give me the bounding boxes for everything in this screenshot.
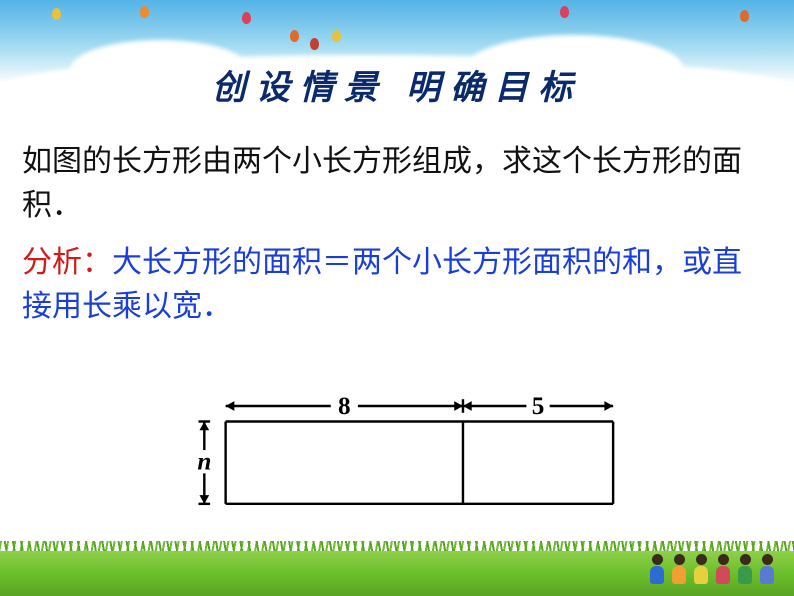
- kid-icon: [758, 554, 776, 584]
- analysis-text: 大长方形的面积＝两个小长方形面积的和，或直接用长乘以宽．: [22, 246, 742, 323]
- kid-icon: [648, 554, 666, 584]
- balloon-icon: [52, 8, 61, 20]
- diagram-svg: 8 5 n: [150, 375, 650, 530]
- analysis-label: 分析：: [22, 246, 112, 279]
- kid-icon: [714, 554, 732, 584]
- svg-text:8: 8: [338, 393, 351, 420]
- kid-icon: [670, 554, 688, 584]
- balloon-icon: [560, 6, 569, 18]
- balloon-icon: [332, 30, 341, 42]
- slide-title: 创设情景 明确目标: [0, 60, 794, 109]
- kid-icon: [692, 554, 710, 584]
- analysis-block: 分析：大长方形的面积＝两个小长方形面积的和，或直接用长乘以宽．: [22, 241, 764, 328]
- balloon-icon: [310, 38, 319, 50]
- rectangle-diagram: 8 5 n: [150, 375, 650, 530]
- kids-decoration: [648, 554, 776, 584]
- svg-text:5: 5: [532, 393, 545, 420]
- balloon-icon: [740, 10, 749, 22]
- svg-text:n: n: [197, 448, 211, 475]
- kid-icon: [736, 554, 754, 584]
- balloon-icon: [140, 6, 149, 18]
- problem-text: 如图的长方形由两个小长方形组成，求这个长方形的面积．: [22, 140, 764, 227]
- balloon-icon: [290, 30, 299, 42]
- balloon-icon: [242, 12, 251, 24]
